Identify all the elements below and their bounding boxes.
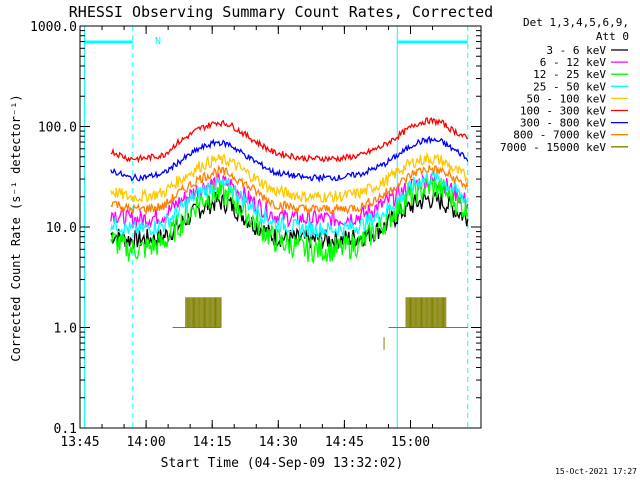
y-tick-label: 1000.0 (30, 20, 77, 35)
plot-area (83, 26, 469, 428)
y-axis: 0.1 1.0 10.0 100.0 1000.0 (30, 20, 481, 437)
series-line (110, 172, 469, 229)
series-line (110, 116, 469, 164)
x-tick-label: 15:00 (391, 435, 430, 450)
series-line (110, 151, 469, 204)
x-tick-label: 14:00 (127, 435, 166, 450)
x-tick-label: 14:15 (193, 435, 232, 450)
chart-title: RHESSI Observing Summary Count Rates, Co… (69, 3, 493, 21)
y-tick-label: 10.0 (46, 221, 77, 236)
legend-entry-label: 7000 - 15000 keV (500, 141, 606, 154)
legend-header-line2: Att 0 (596, 30, 629, 43)
x-axis-label: Start Time (04-Sep-09 13:32:02) (161, 456, 404, 471)
x-tick-label: 13:45 (60, 435, 99, 450)
series-line (110, 135, 469, 184)
series-line (110, 164, 469, 217)
attenuator-label-N: N (155, 36, 161, 47)
y-tick-label: 100.0 (38, 121, 77, 136)
legend-entry-label: 50 - 100 keV (527, 92, 607, 105)
x-axis: 13:45 14:00 14:15 14:30 14:45 15:00 (60, 26, 434, 450)
generated-timestamp: 15-Oct-2021 17:27 (555, 467, 637, 476)
legend-entry-label: 300 - 800 keV (520, 117, 606, 130)
y-axis-label: Corrected Count Rate (s⁻¹ detector⁻¹) (9, 94, 23, 361)
legend-entry-label: 800 - 7000 keV (513, 129, 606, 142)
x-tick-label: 14:30 (259, 435, 298, 450)
legend-entry-label: 25 - 50 keV (533, 80, 606, 93)
legend-header-line1: Det 1,3,4,5,6,9, (523, 16, 629, 29)
legend-entry-label: 100 - 300 keV (520, 105, 606, 118)
y-tick-label: 0.1 (54, 422, 77, 437)
series-line (110, 177, 469, 265)
legend-entry-label: 6 - 12 keV (540, 56, 607, 69)
x-tick-label: 14:45 (325, 435, 364, 450)
legend-entry-label: 12 - 25 keV (533, 68, 606, 81)
y-tick-label: 1.0 (54, 322, 77, 337)
legend-entry-label: 3 - 6 keV (546, 44, 606, 57)
series-line (110, 170, 469, 239)
